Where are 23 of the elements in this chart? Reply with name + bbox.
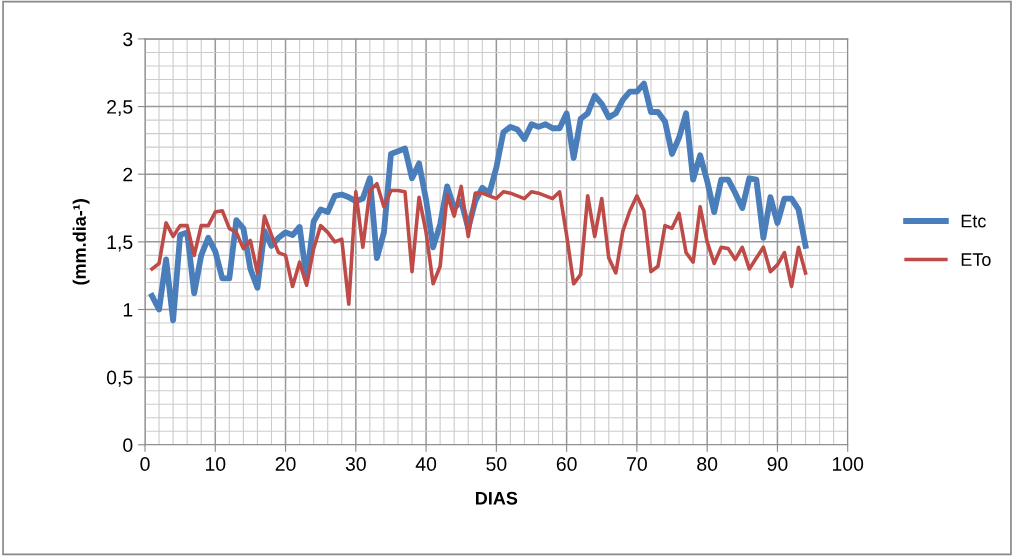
x-tick-label: 70 (627, 457, 647, 471)
y-tick-label: 1 (123, 303, 133, 317)
y-tick-label: 0 (123, 438, 133, 453)
x-tick-label: 60 (556, 457, 577, 471)
legend-label: ETo (961, 253, 991, 266)
x-tick-label: 90 (767, 457, 788, 471)
y-tick-label: 2,5 (107, 100, 133, 117)
x-tick-label: 80 (697, 457, 718, 471)
x-axis-title: DIAS (475, 491, 518, 505)
x-tick-label: 100 (832, 457, 864, 471)
x-tick-label: 10 (205, 457, 226, 471)
x-tick-label: 30 (345, 457, 366, 471)
x-tick-label: 40 (415, 457, 437, 471)
y-tick-label: 0,5 (106, 370, 133, 387)
x-tick-label: 0 (140, 457, 150, 471)
y-axis-title: (mm.dia-¹) (72, 199, 90, 285)
x-tick-label: 20 (275, 457, 296, 471)
y-tick-label: 2 (123, 167, 133, 182)
x-tick-label: 50 (486, 457, 507, 471)
legend-label: Etc (961, 214, 986, 228)
y-tick-label: 3 (123, 32, 133, 47)
line-series (150, 181, 808, 306)
y-tick-label: 1,5 (107, 235, 133, 252)
